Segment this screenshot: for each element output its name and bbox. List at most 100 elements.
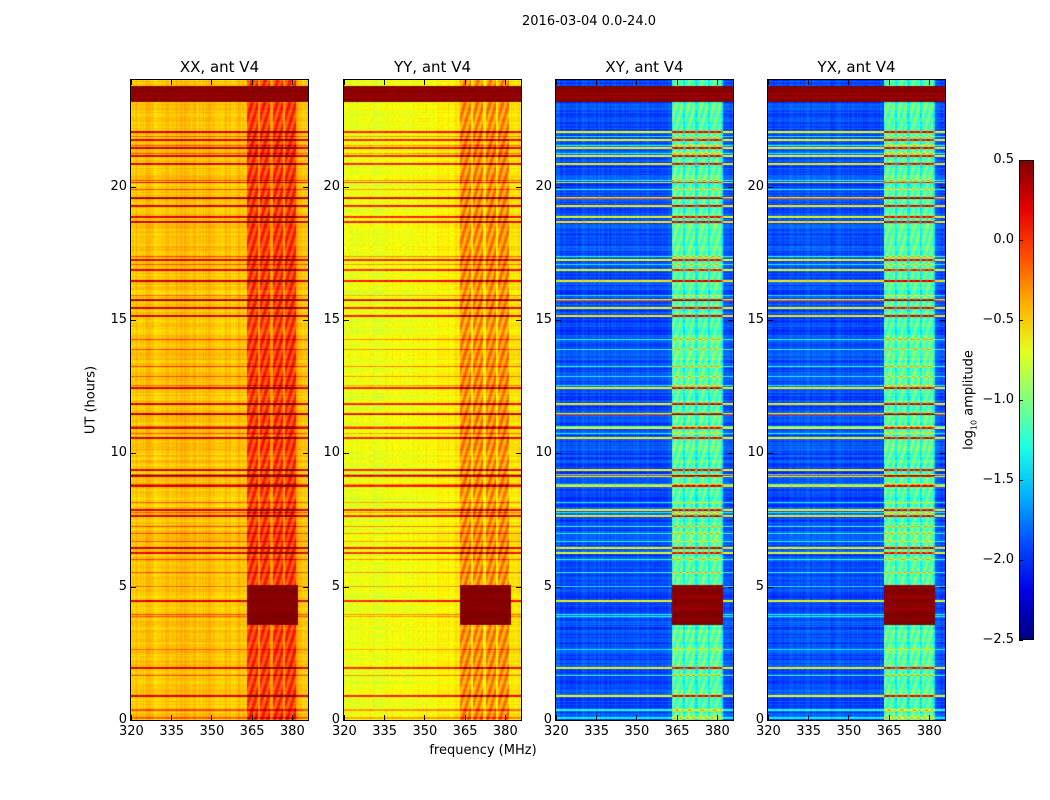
x-axis-label: frequency (MHz) [429,743,537,758]
x-tick-mark [888,715,890,720]
y-tick-mark [303,320,308,321]
y-tick-label: 20 [323,178,340,194]
x-tick-label: 380 [279,724,305,739]
y-tick-mark [344,720,349,721]
colorbar-tick-label: −0.5 [982,312,1014,327]
x-tick-label: 335 [796,724,822,739]
y-tick-label: 20 [747,178,764,194]
colorbar-tick-label: −1.0 [982,392,1014,407]
y-tick-mark [940,320,945,321]
y-axis-label: UT (hours) [83,365,99,435]
y-tick-label: 15 [535,312,552,327]
y-tick-label: 15 [110,312,127,327]
y-tick-label: 0 [755,712,764,727]
axes-frame [343,79,522,721]
x-tick-mark [848,715,850,720]
y-tick-mark [131,586,136,588]
y-tick-label: 5 [543,578,552,594]
y-tick-label: 15 [747,312,764,327]
x-tick-mark [808,715,810,720]
x-tick-mark [171,715,173,720]
y-tick-mark [516,453,521,455]
y-tick-mark [516,320,521,321]
heatmap-panel: YX, ant V4 320 335 350 365 380 0 5 10 15 20 [747,58,946,739]
colorbar-tick-mark [1019,560,1023,561]
x-tick-mark [888,80,890,85]
y-tick-mark [768,453,773,455]
y-tick-mark [303,720,308,721]
y-tick-label: 5 [118,578,127,594]
y-tick-label: 10 [535,445,552,461]
y-tick-mark [768,720,773,721]
x-tick-label: 350 [836,724,862,739]
y-tick-mark [728,586,733,588]
heatmap-panel: XY, ant V4 320 335 350 365 380 0 5 10 15 20 [535,58,734,739]
y-tick-mark [131,320,136,321]
axes-frame [555,79,734,721]
y-tick-mark [344,586,349,588]
x-tick-mark [636,715,638,720]
panel-title: XY, ant V4 [605,58,684,76]
x-tick-mark [928,80,930,85]
y-tick-label: 20 [110,178,127,194]
x-tick-mark [928,715,930,720]
heatmap-panel: XX, ant V4 320 335 350 365 380 0 5 10 15 20 [110,58,309,739]
x-tick-label: 380 [916,724,942,739]
x-tick-label: 365 [452,724,478,739]
colorbar-tick-mark [1019,160,1023,161]
y-tick-mark [303,586,308,588]
heatmap-image [768,80,945,720]
x-tick-label: 335 [159,724,185,739]
y-tick-label: 0 [543,712,552,727]
x-tick-mark [344,80,345,85]
y-tick-mark [556,453,561,455]
x-tick-mark [464,715,466,720]
x-tick-label: 350 [412,724,438,739]
x-tick-label: 320 [332,724,357,739]
colorbar-tick-mark [1019,240,1023,241]
y-tick-mark [940,720,945,721]
y-tick-mark [556,186,561,188]
y-tick-mark [556,586,561,588]
y-tick-mark [768,320,773,321]
y-tick-mark [728,720,733,721]
y-tick-label: 10 [110,445,127,461]
axes-frame [767,79,946,721]
panel-title: YX, ant V4 [817,58,896,76]
y-tick-mark [940,186,945,188]
x-tick-label: 320 [119,724,144,739]
colorbar-tick-mark [1019,400,1023,401]
x-tick-mark [636,80,638,85]
x-tick-label: 365 [664,724,690,739]
colorbar-tick-label: −1.5 [982,472,1014,487]
colorbar-tick-label: −2.0 [982,552,1014,567]
x-tick-mark [424,715,426,720]
y-tick-label: 5 [331,578,340,594]
x-tick-mark [556,715,557,720]
y-tick-mark [728,453,733,455]
colorbar-tick-mark [1019,640,1023,641]
heatmap-panel: YY, ant V4 320 335 350 365 380 0 5 10 15 20 [323,58,522,739]
y-tick-label: 10 [747,445,764,461]
y-tick-mark [768,586,773,588]
x-tick-mark [251,715,253,720]
colorbar-tick-label: 0.5 [993,152,1014,167]
colorbar-tick-label: −2.5 [982,632,1014,647]
y-tick-mark [344,453,349,455]
x-tick-mark [504,715,506,720]
y-tick-mark [516,720,521,721]
x-tick-mark [291,80,293,85]
y-tick-mark [303,453,308,455]
x-tick-mark [344,715,345,720]
x-tick-mark [716,715,718,720]
colorbar-tick-mark [1019,480,1023,481]
x-tick-mark [676,80,678,85]
x-tick-label: 350 [199,724,225,739]
y-tick-mark [940,586,945,588]
y-tick-label: 15 [323,312,340,327]
x-tick-mark [596,715,598,720]
x-tick-mark [848,80,850,85]
y-tick-mark [344,320,349,321]
x-tick-mark [384,715,386,720]
panel-title: YY, ant V4 [393,58,471,76]
